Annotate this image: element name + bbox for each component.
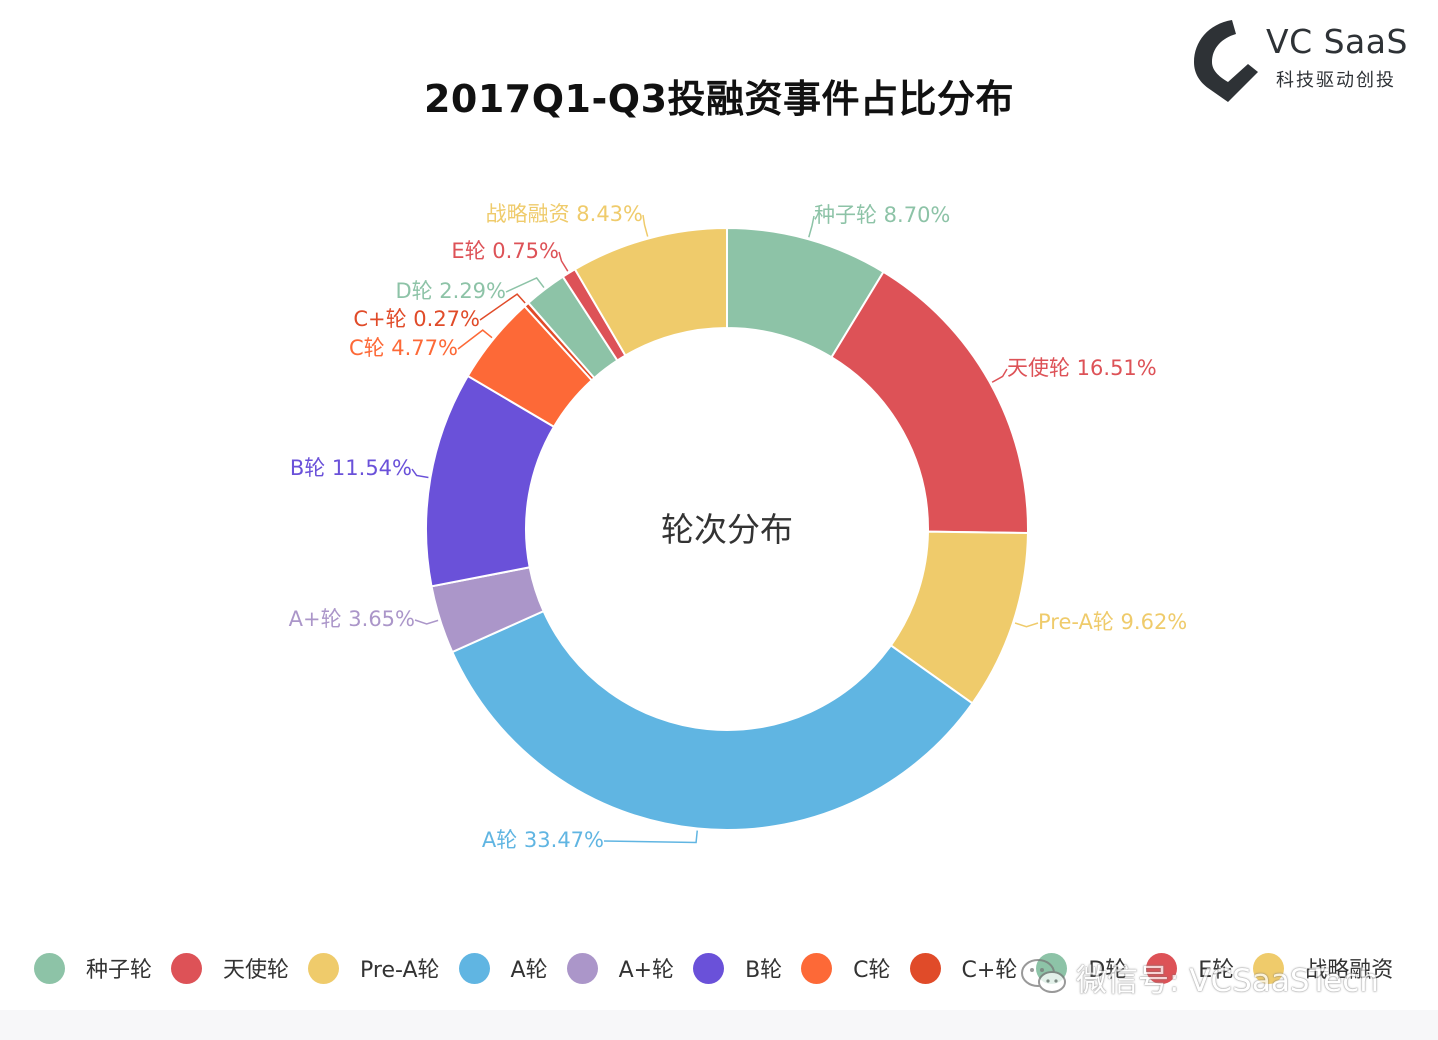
legend-item-Pre-A轮[interactable]: Pre-A轮	[308, 952, 440, 984]
watermark: 微信号: VCSaaSTech	[1020, 955, 1379, 999]
legend-label: 战略融资	[1305, 958, 1394, 983]
legend-label: B轮	[745, 958, 783, 983]
legend-item-C轮[interactable]: C轮	[801, 952, 891, 984]
center-label: 轮次分布	[661, 510, 793, 549]
data-label-E轮: E轮 0.75%	[451, 239, 559, 263]
legend-swatch	[1146, 952, 1178, 984]
legend-label: A轮	[510, 958, 548, 983]
legend-swatch	[693, 952, 725, 984]
slice-战略融资[interactable]	[573, 226, 728, 357]
leader-line-B轮	[411, 468, 429, 479]
leader-line-C+轮	[479, 293, 526, 321]
legend-item-E轮[interactable]: E轮	[1146, 952, 1234, 984]
slice-天使轮[interactable]	[830, 270, 1029, 534]
vc-saas-logo-icon	[1194, 20, 1258, 102]
legend-item-天使轮[interactable]: 天使轮	[171, 952, 289, 984]
chart-title: 2017Q1-Q3投融资事件占比分布	[423, 77, 1015, 121]
leader-line-种子轮	[808, 215, 815, 238]
data-label-C轮: C轮 4.77%	[349, 336, 458, 360]
leader-line-C轮	[457, 329, 493, 350]
legend-label: Pre-A轮	[360, 958, 440, 983]
legend-label: A+轮	[618, 958, 675, 983]
legend-label: C轮	[853, 958, 891, 983]
data-label-Pre-A轮: Pre-A轮 9.62%	[1038, 610, 1187, 634]
legend-swatch	[458, 952, 490, 984]
legend-label: D轮	[1088, 958, 1128, 983]
donut-chart: 种子轮 8.70% 天使轮 16.51% Pre-A轮 9.62% A轮 33.47%…	[289, 202, 1188, 852]
legend-swatch	[566, 952, 598, 984]
leader-line-战略融资	[642, 214, 649, 237]
legend-label: E轮	[1198, 958, 1235, 983]
legend-item-种子轮[interactable]: 种子轮	[34, 952, 152, 984]
leader-line-A+轮	[414, 619, 439, 625]
legend-swatch	[171, 952, 203, 984]
legend-swatch	[909, 952, 941, 984]
legend-item-C+轮[interactable]: C+轮	[909, 952, 1018, 984]
wechat-icon	[1021, 959, 1066, 993]
legend-swatch	[1253, 952, 1285, 984]
legend-label: 天使轮	[223, 958, 290, 983]
logo-name: VC SaaS	[1266, 22, 1408, 61]
slice-A轮[interactable]	[450, 609, 974, 831]
leader-line-天使轮	[991, 368, 1008, 383]
legend-item-战略融资[interactable]: 战略融资	[1253, 952, 1393, 984]
logo-tagline: 科技驱动创投	[1276, 70, 1396, 91]
legend-item-A+轮[interactable]: A+轮	[566, 952, 675, 984]
leader-line-E轮	[558, 251, 569, 272]
data-label-A+轮: A+轮 3.65%	[289, 607, 415, 631]
legend-label: C+轮	[961, 958, 1018, 983]
legend-swatch	[801, 952, 833, 984]
legend-item-A轮[interactable]: A轮	[458, 952, 548, 984]
legend-item-B轮[interactable]: B轮	[693, 952, 782, 984]
data-label-种子轮: 种子轮 8.70%	[814, 203, 950, 227]
legend-swatch	[34, 952, 65, 984]
footer-band	[0, 1010, 1438, 1040]
data-label-B轮: B轮 11.54%	[290, 456, 412, 480]
legend: 种子轮 天使轮 Pre-A轮 A轮 A+轮 B轮 C轮 C+轮 D轮 E轮 战略融资	[34, 948, 1412, 988]
data-label-天使轮: 天使轮 16.51%	[1007, 356, 1157, 380]
data-label-C+轮: C+轮 0.27%	[353, 307, 480, 331]
watermark-text: 微信号: VCSaaSTech	[1076, 962, 1379, 999]
data-label-D轮: D轮 2.29%	[395, 279, 506, 303]
leader-line-Pre-A轮	[1014, 622, 1039, 628]
leader-line-A轮	[603, 830, 698, 844]
legend-label: 种子轮	[86, 958, 153, 983]
data-label-战略融资: 战略融资 8.43%	[486, 202, 643, 226]
leader-line-D轮	[505, 277, 545, 293]
legend-swatch	[308, 952, 340, 984]
data-label-A轮: A轮 33.47%	[482, 828, 604, 852]
